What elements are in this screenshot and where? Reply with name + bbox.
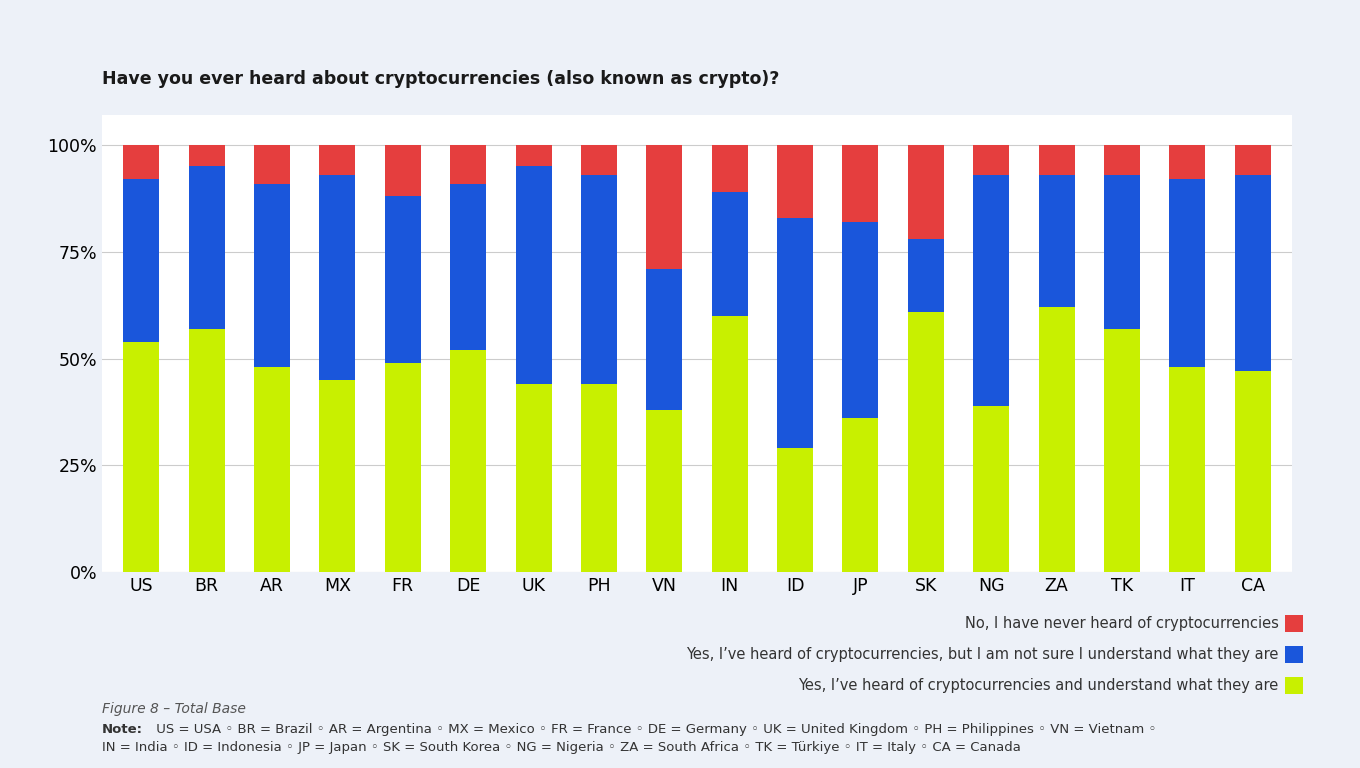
Bar [1039, 145, 1074, 175]
Bar [646, 410, 683, 572]
Bar [777, 449, 813, 572]
Bar [1235, 372, 1270, 572]
Bar [320, 380, 355, 572]
Bar [908, 239, 944, 312]
Bar [777, 145, 813, 217]
Bar [385, 145, 420, 197]
Bar [842, 145, 879, 222]
Bar [1170, 145, 1205, 179]
Bar [189, 145, 224, 167]
Bar [124, 179, 159, 342]
Bar [974, 406, 1009, 572]
Bar [450, 145, 486, 184]
Bar [189, 329, 224, 572]
Bar [1104, 175, 1140, 329]
Bar [1039, 307, 1074, 572]
Bar [515, 145, 552, 167]
Bar [254, 184, 290, 367]
Bar [1235, 175, 1270, 372]
Bar [450, 350, 486, 572]
Bar [124, 145, 159, 179]
Bar [450, 184, 486, 350]
Text: Have you ever heard about cryptocurrencies (also known as crypto)?: Have you ever heard about cryptocurrenci… [102, 71, 779, 88]
Bar [908, 145, 944, 239]
Text: Figure 8 – Total Base: Figure 8 – Total Base [102, 702, 246, 716]
Bar [581, 145, 617, 175]
Bar [515, 384, 552, 572]
Bar [254, 145, 290, 184]
Text: Yes, I’ve heard of cryptocurrencies, but I am not sure I understand what they ar: Yes, I’ve heard of cryptocurrencies, but… [685, 647, 1278, 662]
Bar [908, 312, 944, 572]
Bar [711, 192, 748, 316]
Bar [1170, 367, 1205, 572]
Bar [189, 167, 224, 329]
Text: No, I have never heard of cryptocurrencies: No, I have never heard of cryptocurrenci… [964, 616, 1278, 631]
Bar [842, 419, 879, 572]
Bar [777, 217, 813, 449]
Bar [515, 167, 552, 384]
Text: IN = India ◦ ID = Indonesia ◦ JP = Japan ◦ SK = South Korea ◦ NG = Nigeria ◦ ZA : IN = India ◦ ID = Indonesia ◦ JP = Japan… [102, 741, 1021, 754]
Bar [1104, 329, 1140, 572]
Bar [1235, 145, 1270, 175]
Bar [711, 316, 748, 572]
Bar [842, 222, 879, 419]
Bar [581, 384, 617, 572]
Bar [1170, 179, 1205, 367]
Bar [320, 145, 355, 175]
Bar [385, 197, 420, 363]
Bar [385, 363, 420, 572]
Bar [974, 175, 1009, 406]
Bar [1104, 145, 1140, 175]
Bar [124, 342, 159, 572]
Bar [581, 175, 617, 384]
Bar [974, 145, 1009, 175]
Bar [320, 175, 355, 380]
Text: US = USA ◦ BR = Brazil ◦ AR = Argentina ◦ MX = Mexico ◦ FR = France ◦ DE = Germa: US = USA ◦ BR = Brazil ◦ AR = Argentina … [152, 723, 1157, 736]
Bar [254, 367, 290, 572]
Text: Note:: Note: [102, 723, 143, 736]
Bar [1039, 175, 1074, 307]
Text: Yes, I’ve heard of cryptocurrencies and understand what they are: Yes, I’ve heard of cryptocurrencies and … [798, 677, 1278, 693]
Bar [646, 145, 683, 269]
Bar [711, 145, 748, 192]
Bar [646, 269, 683, 410]
